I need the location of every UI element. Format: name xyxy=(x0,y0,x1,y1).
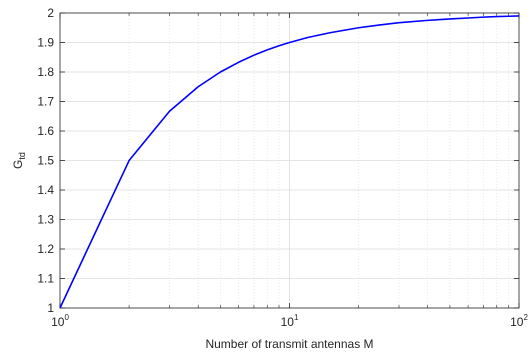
x-tick-label-base: 10 xyxy=(281,315,295,329)
x-tick-label-base: 10 xyxy=(510,315,524,329)
series-line xyxy=(59,15,520,309)
data-point xyxy=(169,110,171,112)
data-point xyxy=(266,49,268,51)
data-point xyxy=(220,71,222,73)
data-point xyxy=(197,86,199,88)
x-tick-label-base: 10 xyxy=(51,315,65,329)
data-point xyxy=(398,22,400,24)
y-tick-label: 1 xyxy=(47,301,54,315)
x-tick-label: 102 xyxy=(510,313,528,329)
data-point xyxy=(238,61,240,63)
data-point xyxy=(380,24,382,26)
y-tick-label: 1.5 xyxy=(37,154,54,168)
axis-labels: Number of transmit antennas M Gtd xyxy=(11,152,374,351)
data-point xyxy=(496,16,498,18)
data-point xyxy=(253,54,255,56)
y-tick-label: 1.7 xyxy=(37,95,54,109)
y-tick-label: 1.8 xyxy=(37,65,54,79)
y-tick-label: 1.1 xyxy=(37,272,54,286)
x-tick-label: 100 xyxy=(51,313,69,329)
data-point xyxy=(508,15,510,17)
grid xyxy=(59,12,520,309)
data-point xyxy=(128,160,130,162)
y-tick-label: 1.2 xyxy=(37,242,54,256)
data-point xyxy=(427,20,429,22)
y-tick-label: 1.3 xyxy=(37,213,54,227)
y-axis-label-subscript: td xyxy=(17,152,27,160)
x-axis-label: Number of transmit antennas M xyxy=(205,337,373,351)
x-tick-label-exponent: 1 xyxy=(294,313,299,322)
x-tick-label-exponent: 0 xyxy=(64,313,69,322)
y-tick-label: 1.9 xyxy=(37,36,54,50)
data-point xyxy=(483,16,485,18)
data-point xyxy=(467,17,469,19)
data-point xyxy=(307,37,309,39)
data-point xyxy=(518,15,520,17)
data-point xyxy=(329,32,331,34)
data-point xyxy=(278,45,280,47)
x-tick-label: 101 xyxy=(281,313,299,329)
data-point xyxy=(358,27,360,29)
y-tick-label: 1.6 xyxy=(37,124,54,138)
y-axis-label-main: G xyxy=(11,160,25,169)
y-tick-label: 2 xyxy=(47,6,54,20)
y-axis-label: Gtd xyxy=(11,152,27,169)
series xyxy=(59,15,520,309)
x-tick-label-exponent: 2 xyxy=(523,313,528,322)
data-point xyxy=(59,307,61,309)
y-tick-label: 1.4 xyxy=(37,183,54,197)
data-point xyxy=(289,42,291,44)
data-point xyxy=(449,18,451,20)
